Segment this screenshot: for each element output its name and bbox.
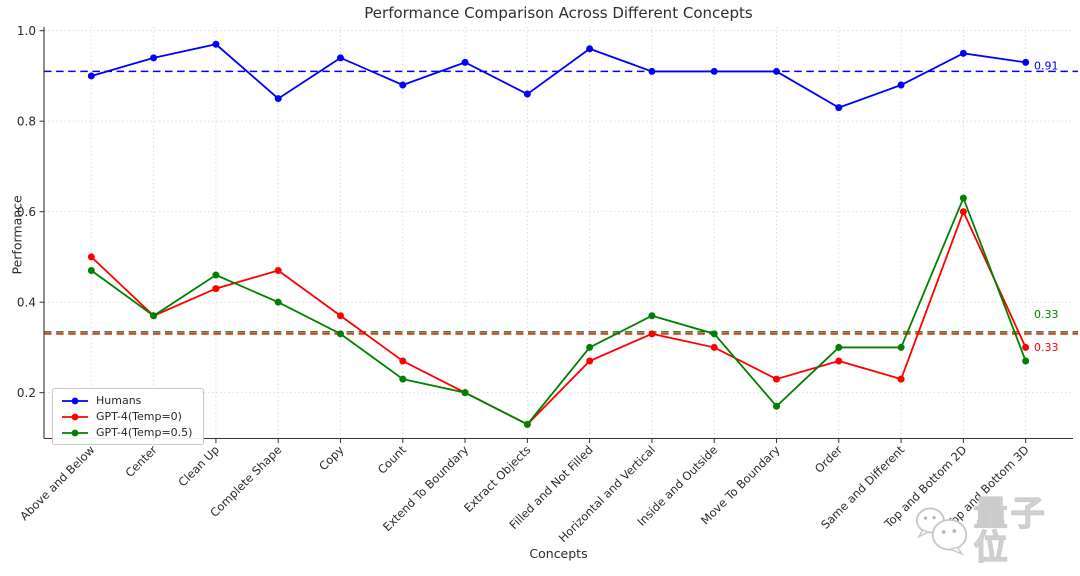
data-point [710, 343, 718, 351]
legend-marker [62, 413, 88, 420]
data-point [1022, 343, 1030, 351]
data-point [710, 330, 718, 338]
data-point [274, 298, 282, 306]
y-tick-label: 0.2 [17, 386, 36, 400]
data-point [710, 67, 718, 75]
series-line-humans [91, 43, 1026, 109]
y-axis-label: Performance [9, 195, 25, 275]
data-point [87, 267, 95, 275]
data-point [1022, 357, 1030, 365]
data-point [212, 271, 220, 279]
data-point [336, 312, 344, 320]
data-point [87, 72, 95, 80]
data-point [773, 375, 781, 383]
data-point [399, 81, 407, 89]
legend-marker [62, 429, 88, 436]
data-point [586, 357, 594, 365]
y-tick-label: 1.0 [17, 24, 36, 38]
data-point [648, 330, 656, 338]
data-point [399, 375, 407, 383]
legend-label: GPT-4(Temp=0) [96, 410, 182, 423]
data-point [212, 285, 220, 293]
data-point [959, 194, 967, 202]
x-tick-label: Copy [316, 443, 347, 474]
x-tick-label: Above and Below [17, 443, 97, 523]
legend-label: GPT-4(Temp=0.5) [96, 426, 193, 439]
mean-value-label: 0.33 [1034, 308, 1059, 321]
mean-value-label: 0.33 [1034, 341, 1059, 354]
data-point [773, 67, 781, 75]
data-point [87, 253, 95, 261]
legend-marker [62, 397, 88, 404]
x-tick-label: Extract Objects [461, 443, 533, 515]
data-point [959, 208, 967, 216]
data-point [523, 90, 531, 98]
data-point [150, 54, 158, 62]
data-point [336, 330, 344, 338]
data-point [523, 420, 531, 428]
data-point [648, 67, 656, 75]
data-point [835, 104, 843, 112]
data-point [648, 312, 656, 320]
data-point [150, 312, 158, 320]
data-point [212, 40, 220, 48]
data-point [586, 343, 594, 351]
gridlines [44, 27, 1073, 439]
data-point [274, 95, 282, 103]
legend-item-humans: Humans [61, 394, 192, 407]
mean-value-label: 0.91 [1034, 59, 1059, 72]
data-point [897, 81, 905, 89]
data-point [336, 54, 344, 62]
data-point [399, 357, 407, 365]
data-point [1022, 58, 1030, 66]
data-point [274, 267, 282, 275]
x-tick-label: Center [122, 443, 159, 480]
legend-item-gpt-4-temp-0: GPT-4(Temp=0) [61, 410, 192, 423]
data-point [835, 343, 843, 351]
data-point [586, 45, 594, 53]
series-gpt-4-temp-0 [87, 208, 1030, 428]
data-point [897, 375, 905, 383]
data-point [897, 343, 905, 351]
chart-title: Performance Comparison Across Different … [364, 4, 753, 22]
legend-label: Humans [96, 394, 142, 407]
series-line-gpt-4-temp-0-5 [90, 195, 1027, 426]
series-gpt-4-temp-0-5 [87, 194, 1030, 428]
x-axis-label: Concepts [529, 546, 588, 561]
x-tick-label: Count [375, 442, 409, 476]
y-tick-label: 0.4 [17, 295, 36, 309]
series-humans [87, 40, 1030, 112]
x-tick-label: Clean Up [175, 443, 222, 490]
x-tick-label: Order [812, 443, 845, 476]
data-point [959, 49, 967, 57]
data-point [835, 357, 843, 365]
series-line-gpt-4-temp-0 [90, 209, 1027, 426]
data-point [461, 389, 469, 397]
legend: Humans GPT-4(Temp=0) GPT-4(Temp=0.5) [52, 388, 205, 445]
y-tick-label: 0.8 [17, 114, 36, 128]
y-tick-label: 0.6 [17, 205, 36, 219]
legend-item-gpt-4-temp-0-5: GPT-4(Temp=0.5) [61, 426, 192, 439]
data-point [773, 402, 781, 410]
data-point [461, 58, 469, 66]
